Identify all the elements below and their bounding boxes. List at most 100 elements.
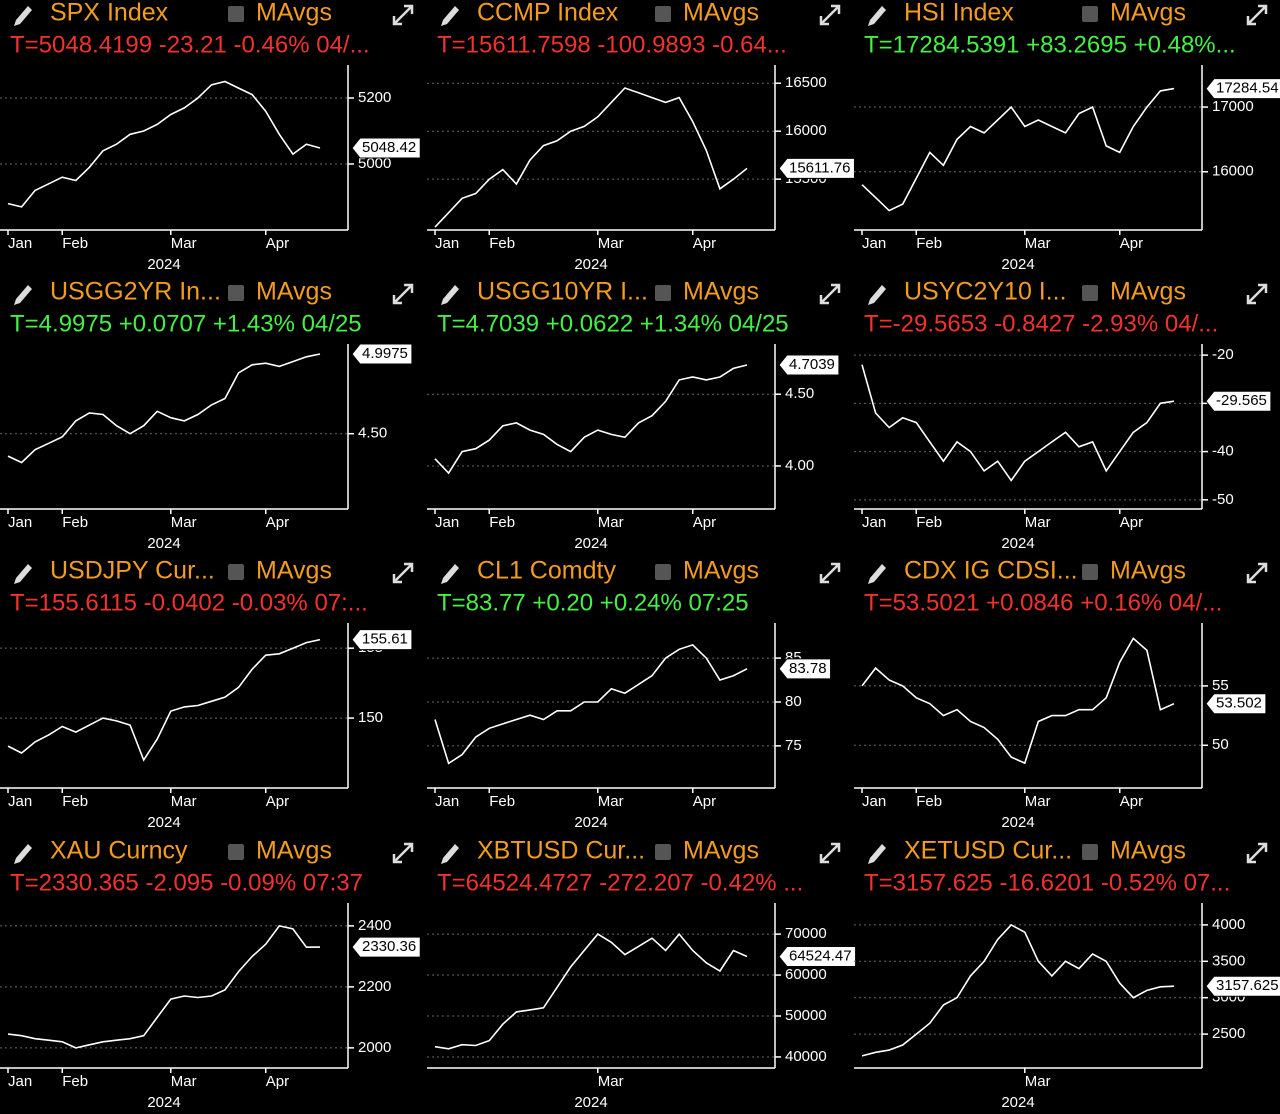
last-price-tag: 83.78 (778, 658, 832, 680)
mavgs-checkbox[interactable] (228, 844, 244, 860)
edit-icon[interactable] (868, 6, 886, 26)
chart-title: XETUSD Cur... (904, 837, 1072, 865)
mavgs-label: MAvgs (256, 557, 332, 585)
y-tick-label: 5000 (358, 155, 391, 172)
chart-panel: USDJPY Cur... MAvgs T=155.6115 -0.0402 -0.… (0, 557, 414, 831)
mavgs-checkbox[interactable] (1082, 564, 1098, 580)
mavgs-checkbox[interactable] (1082, 844, 1098, 860)
expand-icon[interactable] (819, 842, 841, 864)
y-tick-label: 4.50 (785, 385, 814, 402)
mavgs-checkbox[interactable] (655, 564, 671, 580)
edit-icon[interactable] (441, 285, 459, 305)
y-tick-label: 55 (1212, 677, 1229, 694)
mavgs-label: MAvgs (683, 557, 759, 585)
price-line (861, 87, 1175, 212)
expand-icon[interactable] (392, 842, 414, 864)
expand-icon[interactable] (392, 283, 414, 305)
edit-icon[interactable] (14, 285, 32, 305)
x-tick-label: Mar (598, 1073, 624, 1090)
mavgs-label: MAvgs (256, 837, 332, 865)
expand-icon[interactable] (1246, 842, 1268, 864)
last-price-tag: 17284.54 (1205, 78, 1280, 100)
price-line (7, 638, 321, 762)
price-line (861, 923, 1175, 1057)
expand-icon[interactable] (819, 283, 841, 305)
last-price-label: 5048.42 (362, 139, 416, 156)
last-price-label: -29.565 (1216, 392, 1267, 409)
last-price-tag: 155.61 (351, 629, 413, 651)
mavgs-checkbox[interactable] (228, 285, 244, 301)
chart-panel: CDX IG CDSI... MAvgs T=53.5021 +0.0846 +0.… (854, 557, 1268, 831)
last-price-box (1205, 975, 1280, 997)
edit-icon[interactable] (868, 285, 886, 305)
mavgs-checkbox[interactable] (655, 844, 671, 860)
last-price-tag: 5048.42 (351, 137, 421, 159)
edit-icon[interactable] (441, 6, 459, 26)
chart-title: CDX IG CDSI... (904, 557, 1078, 585)
x-tick-label: Mar (171, 514, 197, 531)
x-axis-label: 2024 (147, 1094, 180, 1111)
expand-icon[interactable] (819, 562, 841, 584)
y-tick-label: 75 (785, 737, 802, 754)
expand-icon[interactable] (392, 562, 414, 584)
quote-line: T=17284.5391 +83.2695 +0.48%... (864, 31, 1236, 58)
y-tick-label: 70000 (785, 925, 827, 942)
mavgs-checkbox[interactable] (228, 6, 244, 22)
x-tick-label: Mar (171, 793, 197, 810)
x-tick-label: Feb (62, 1073, 88, 1090)
last-price-tag: 4.7039 (778, 354, 840, 376)
expand-icon[interactable] (1246, 283, 1268, 305)
y-tick-label: -40 (1212, 443, 1234, 460)
edit-icon[interactable] (14, 844, 32, 864)
x-tick-label: Mar (598, 235, 624, 252)
expand-icon[interactable] (1246, 4, 1268, 26)
y-tick-label: 2200 (358, 978, 391, 995)
chart-panel: XAU Curncy MAvgs T=2330.365 -2.095 -0.09% … (0, 837, 421, 1111)
price-line (861, 637, 1175, 765)
y-tick-label: 80 (785, 693, 802, 710)
x-tick-label: Apr (693, 793, 716, 810)
price-line (7, 353, 321, 464)
last-price-label: 4.7039 (789, 356, 835, 373)
last-price-tag: 53.502 (1205, 693, 1267, 715)
edit-icon[interactable] (868, 564, 886, 584)
edit-icon[interactable] (441, 564, 459, 584)
expand-icon[interactable] (819, 4, 841, 26)
chart-title: CL1 Comdty (477, 557, 616, 585)
mavgs-checkbox[interactable] (655, 6, 671, 22)
expand-icon[interactable] (1246, 562, 1268, 584)
mavgs-label: MAvgs (1110, 278, 1186, 306)
quote-line: T=3157.625 -16.6201 -0.52% 07... (864, 869, 1230, 896)
chart-title: USDJPY Cur... (50, 557, 215, 585)
last-price-box (1205, 390, 1272, 412)
x-axis-label: 2024 (1001, 1094, 1034, 1111)
mavgs-label: MAvgs (683, 0, 759, 27)
x-tick-label: Mar (171, 1073, 197, 1090)
mavgs-checkbox[interactable] (1082, 6, 1098, 22)
x-tick-label: Jan (862, 793, 886, 810)
x-tick-label: Feb (62, 793, 88, 810)
mavgs-checkbox[interactable] (655, 285, 671, 301)
y-tick-label: 2500 (1212, 1025, 1245, 1042)
mavgs-checkbox[interactable] (1082, 285, 1098, 301)
expand-icon[interactable] (392, 4, 414, 26)
last-price-box (351, 936, 421, 958)
mavgs-label: MAvgs (1110, 557, 1186, 585)
chart-title: HSI Index (904, 0, 1014, 27)
last-price-label: 155.61 (362, 631, 408, 648)
quote-line: T=-29.5653 -0.8427 -2.93% 04/... (864, 310, 1218, 337)
mavgs-label: MAvgs (1110, 837, 1186, 865)
mavgs-checkbox[interactable] (228, 564, 244, 580)
last-price-tag: -29.565 (1205, 390, 1272, 412)
edit-icon[interactable] (14, 6, 32, 26)
last-price-label: 53.502 (1216, 695, 1262, 712)
edit-icon[interactable] (868, 844, 886, 864)
edit-icon[interactable] (14, 564, 32, 584)
chart-title: USGG10YR I... (477, 278, 648, 306)
price-line (861, 364, 1175, 482)
edit-icon[interactable] (441, 844, 459, 864)
x-axis-label: 2024 (1001, 256, 1034, 273)
quote-line: T=155.6115 -0.0402 -0.03% 07:... (10, 589, 368, 616)
x-tick-label: Jan (862, 514, 886, 531)
y-tick-label: 50 (1212, 736, 1229, 753)
